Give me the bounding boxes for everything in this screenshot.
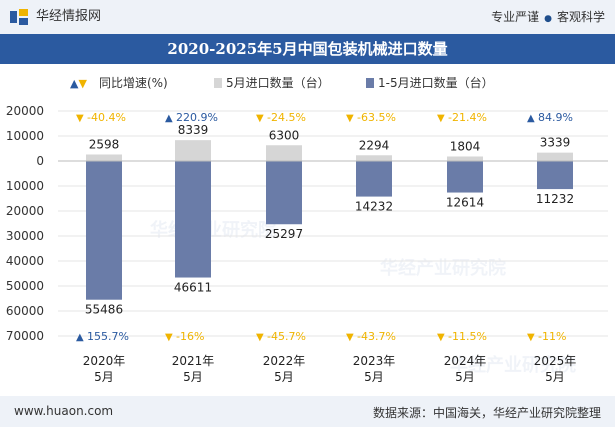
yoy-monthly-label: -24.5% [267,111,306,124]
yoy-monthly-label: 220.9% [176,111,218,124]
monthly-bar [86,154,122,161]
cumulative-value-label: 55486 [85,303,123,317]
monthly-value-label: 2598 [89,138,120,152]
monthly-value-label: 3339 [540,136,571,150]
tagline-left: 专业严谨 [491,10,540,24]
footer: www.huaon.com 数据来源：中国海关，华经产业研究院整理 [0,396,615,427]
top-header: 华经情报网 专业严谨 ● 客观科学 [0,0,615,34]
y-tick-label: 0 [36,154,44,168]
x-tick-label-month: 5月 [364,370,384,384]
watermark-2: 华经产业研究院 [450,354,576,376]
x-tick-label-month: 5月 [183,370,203,384]
y-tick-label: 70000 [6,329,44,343]
legend-monthly: 5月进口数量（台） [214,74,330,92]
down-triangle-icon: ▼ [346,332,354,343]
x-tick-label-month: 5月 [94,370,114,384]
legend-cumulative-swatch [366,78,374,88]
legend-yoy-label: 同比增速(%) [98,76,168,90]
bar-chart: 华经产业研究院华经产业研究院华经产业研究院2000010000010000200… [6,104,608,384]
monthly-bar [356,155,392,161]
cumulative-bar [447,161,483,193]
x-tick-label-year: 2022年 [263,354,306,368]
yoy-cumulative-label: -11% [538,330,566,343]
y-tick-label: 60000 [6,304,44,318]
y-tick-label: 20000 [6,104,44,118]
legend-monthly-label: 5月进口数量（台） [226,76,330,90]
up-triangle-icon: ▲ [165,113,173,124]
y-tick-label: 50000 [6,279,44,293]
y-tick-label: 10000 [6,129,44,143]
cumulative-value-label: 46611 [174,281,212,295]
bullet-dot-icon: ● [544,14,552,24]
watermark-0: 华经产业研究院 [150,219,276,241]
monthly-bar [175,140,211,161]
tagline: 专业严谨 ● 客观科学 [491,9,605,27]
x-tick-label-year: 2020年 [83,354,126,368]
chart-title: 2020-2025年5月中国包装机械进口数量 [167,40,448,58]
yoy-monthly-label: -40.4% [87,111,126,124]
footer-source: 数据来源：中国海关，华经产业研究院整理 [372,406,601,420]
cumulative-bar [537,161,573,190]
y-tick-label: 30000 [6,229,44,243]
cumulative-bar [175,161,211,278]
down-triangle-icon: ▼ [76,113,84,124]
down-triangle-icon: ▼ [437,113,445,124]
yoy-monthly-label: -63.5% [357,111,396,124]
down-triangle-icon: ▼ [256,332,264,343]
y-tick-label: 20000 [6,204,44,218]
monthly-bar [537,152,573,161]
yoy-cumulative-label: -43.7% [357,330,396,343]
x-tick-label-year: 2021年 [172,354,215,368]
down-triangle-icon: ▼ [165,332,173,343]
huajing-logo-icon [10,9,28,25]
cumulative-value-label: 25297 [265,227,303,241]
cumulative-bar [266,161,302,225]
monthly-bar [447,156,483,161]
legend-cumulative: 1-5月进口数量（台） [366,74,494,92]
legend-monthly-swatch [214,78,222,88]
yoy-cumulative-label: -16% [176,330,204,343]
yoy-monthly-label: -21.4% [448,111,487,124]
monthly-bar [266,145,302,161]
monthly-value-label: 8339 [178,123,209,137]
logo-text: 华经情报网 [36,9,102,24]
footer-website: www.huaon.com [14,404,114,418]
x-tick-label-year: 2023年 [353,354,396,368]
x-tick-label-year: 2024年 [444,354,487,368]
legend-cumulative-label: 1-5月进口数量（台） [378,76,494,90]
down-triangle-icon: ▼ [346,113,354,124]
tagline-right: 客观科学 [556,10,605,24]
monthly-value-label: 1804 [450,139,481,153]
up-triangle-icon: ▲ [76,332,84,343]
watermark-1: 华经产业研究院 [380,257,506,279]
down-triangle-icon: ▼ [78,77,87,90]
down-triangle-icon: ▼ [437,332,445,343]
up-triangle-icon: ▲ [527,113,535,124]
cumulative-value-label: 12614 [446,196,484,210]
cumulative-bar [86,161,122,300]
monthly-value-label: 2294 [359,138,390,152]
x-tick-label-month: 5月 [455,370,475,384]
y-tick-label: 40000 [6,254,44,268]
cumulative-value-label: 11232 [536,192,574,206]
yoy-cumulative-label: -11.5% [448,330,487,343]
yoy-cumulative-label: -45.7% [267,330,306,343]
x-tick-label-year: 2025年 [534,354,577,368]
down-triangle-icon: ▼ [256,113,264,124]
cumulative-bar [356,161,392,197]
down-triangle-icon: ▼ [527,332,535,343]
chart-legend: ▲▼ 同比增速(%) 5月进口数量（台） 1-5月进口数量（台） [0,74,615,92]
cumulative-value-label: 14232 [355,200,393,214]
yoy-cumulative-label: 155.7% [87,330,129,343]
up-triangle-icon: ▲ [70,77,79,90]
title-bar: 2020-2025年5月中国包装机械进口数量 [0,34,615,64]
x-tick-label-month: 5月 [274,370,294,384]
monthly-value-label: 6300 [269,128,300,142]
yoy-monthly-label: 84.9% [538,111,573,124]
legend-yoy: ▲▼ 同比增速(%) [70,74,168,93]
x-tick-label-month: 5月 [545,370,565,384]
y-tick-label: 10000 [6,179,44,193]
